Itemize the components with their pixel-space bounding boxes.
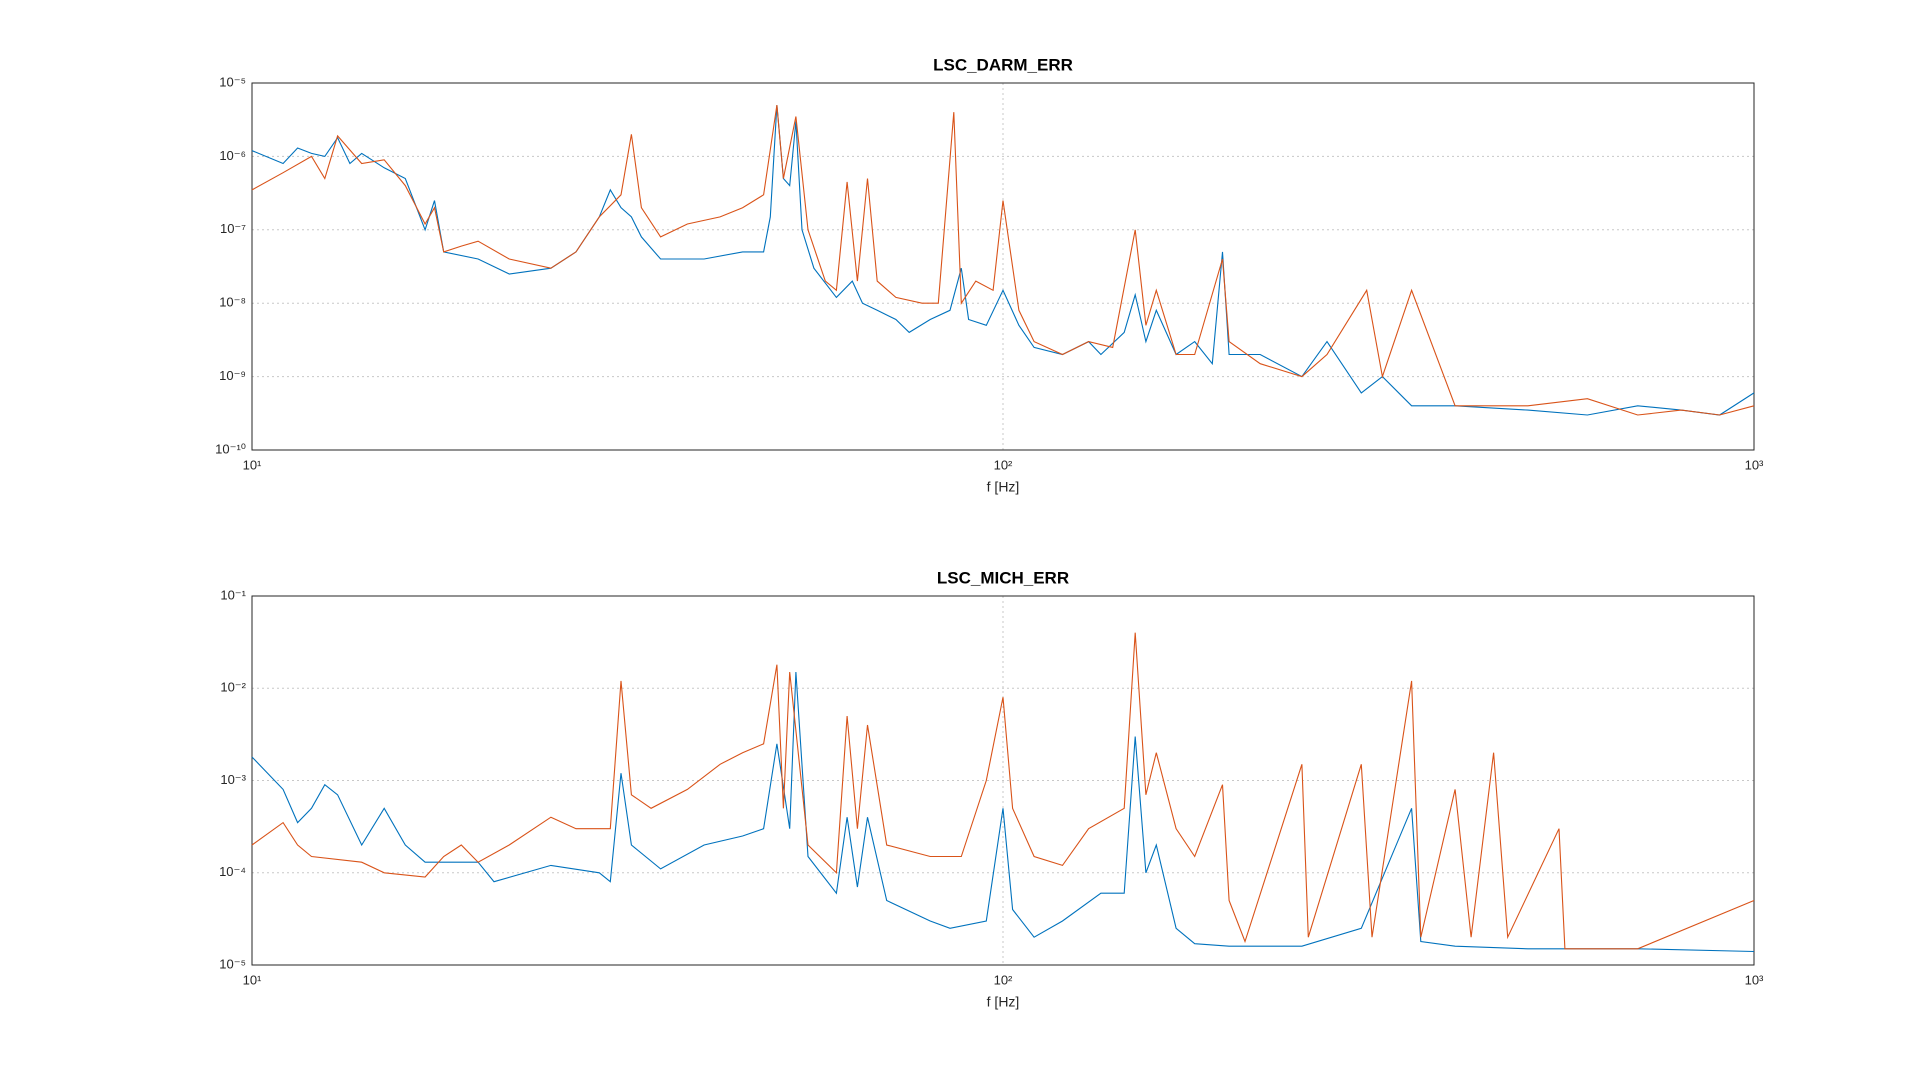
x-tick-label: 10¹ (243, 457, 262, 472)
data-line (251, 671, 1755, 953)
y-tick-label: 10⁻⁵ (219, 74, 246, 89)
y-tick-label: 10⁻⁵ (219, 956, 246, 971)
y-tick-label: 10⁻⁸ (219, 295, 246, 310)
data-line (251, 105, 1755, 416)
x-tick-label: 10² (994, 972, 1013, 987)
x-axis-label: f [Hz] (987, 994, 1020, 1010)
plot-frame (251, 595, 1755, 966)
y-tick-label: 10⁻² (220, 680, 246, 695)
chart-title: LSC_MICH_ERR (937, 568, 1069, 587)
data-line (251, 632, 1755, 950)
y-tick-label: 10⁻¹⁰ (215, 441, 246, 456)
y-tick-label: 10⁻⁶ (219, 148, 246, 163)
x-tick-label: 10³ (1745, 457, 1764, 472)
x-axis-label: f [Hz] (987, 479, 1020, 495)
y-tick-label: 10⁻³ (220, 772, 246, 787)
chart-title: LSC_DARM_ERR (933, 55, 1073, 74)
y-tick-label: 10⁻⁹ (219, 368, 246, 383)
y-tick-label: 10⁻¹ (220, 587, 246, 602)
y-tick-label: 10⁻⁴ (219, 864, 246, 879)
y-tick-label: 10⁻⁷ (220, 221, 246, 236)
x-tick-label: 10² (994, 457, 1013, 472)
x-tick-label: 10³ (1745, 972, 1764, 987)
x-tick-label: 10¹ (243, 972, 262, 987)
plot-frame (251, 82, 1755, 451)
